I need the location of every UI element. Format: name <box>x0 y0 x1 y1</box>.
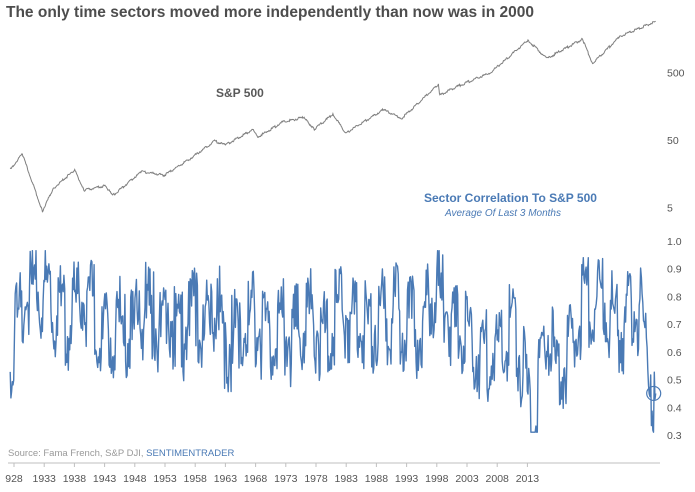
source-prefix: Source: Fama French, S&P DJI, <box>8 448 144 459</box>
corr-ytick-label: 0.5 <box>667 375 682 387</box>
corr-ytick-label: 0.3 <box>667 430 682 442</box>
x-tick-label: 1978 <box>304 473 328 485</box>
x-tick-label: 1968 <box>244 473 268 485</box>
x-tick-label: 2013 <box>516 473 540 485</box>
correlation-layer <box>9 249 662 433</box>
x-tick-label: 1993 <box>395 473 419 485</box>
x-tick-label: 1958 <box>184 473 208 485</box>
sp500-line <box>9 20 656 213</box>
x-tick-label: 1948 <box>123 473 147 485</box>
label-layer: S&P 500 Sector Correlation To S&P 500 Aver… <box>216 86 597 219</box>
source-brand: SENTIMENTRADER <box>146 448 235 459</box>
corr-series-subtitle: Average Of Last 3 Months <box>444 208 561 219</box>
x-tick-label: 1933 <box>33 473 57 485</box>
x-tick-label: 1983 <box>335 473 359 485</box>
x-tick-label: 1953 <box>153 473 177 485</box>
x-tick-label: 1988 <box>365 473 389 485</box>
x-tick-label: 1943 <box>93 473 117 485</box>
corr-ytick-label: 0.9 <box>667 264 682 276</box>
x-tick-label: 1938 <box>63 473 87 485</box>
sp500-ytick-label: 50 <box>667 135 679 147</box>
sp500-series-label: S&P 500 <box>216 86 264 100</box>
corr-ytick-label: 0.8 <box>667 291 682 303</box>
x-tick-label: 2008 <box>486 473 510 485</box>
sp500-ytick-label: 5 <box>667 202 673 214</box>
x-tick-label: 1963 <box>214 473 238 485</box>
corr-ytick-label: 1.0 <box>667 236 682 248</box>
source-note: Source: Fama French, S&P DJI, SENTIMENTR… <box>8 448 234 459</box>
x-tick-label: 928 <box>5 473 23 485</box>
chart-title: The only time sectors moved more indepen… <box>6 4 534 21</box>
corr-ytick-label: 0.4 <box>667 402 682 414</box>
sp500-ytick-label: 500 <box>667 67 685 79</box>
sp500-layer <box>9 20 656 213</box>
x-tick-label: 2003 <box>455 473 479 485</box>
correlation-line <box>9 249 657 433</box>
x-tick-label: 1998 <box>425 473 449 485</box>
x-tick-label: 1973 <box>274 473 298 485</box>
corr-ytick-label: 0.6 <box>667 347 682 359</box>
axis-layer: 5 50 500 0.3 0.4 0.5 0.6 0.7 0.8 0.9 1.0 928 1933 193… <box>5 67 684 485</box>
corr-series-label: Sector Correlation To S&P 500 <box>424 191 597 205</box>
corr-ytick-label: 0.7 <box>667 319 682 331</box>
latest-reading-highlight <box>646 385 662 402</box>
